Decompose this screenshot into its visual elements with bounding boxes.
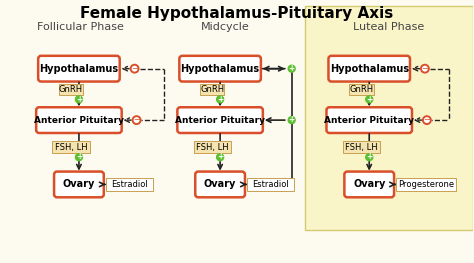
FancyBboxPatch shape <box>247 178 294 191</box>
FancyBboxPatch shape <box>54 171 104 197</box>
Circle shape <box>288 117 295 124</box>
FancyBboxPatch shape <box>36 107 122 133</box>
Text: +: + <box>217 153 223 161</box>
FancyBboxPatch shape <box>305 6 473 230</box>
Text: Estradiol: Estradiol <box>111 180 148 189</box>
Circle shape <box>217 96 224 103</box>
Text: +: + <box>289 64 295 73</box>
FancyBboxPatch shape <box>106 178 153 191</box>
Text: FSH, LH: FSH, LH <box>196 143 228 152</box>
Text: Follicular Phase: Follicular Phase <box>37 22 124 32</box>
FancyBboxPatch shape <box>177 107 263 133</box>
FancyBboxPatch shape <box>349 84 374 95</box>
FancyBboxPatch shape <box>195 171 245 197</box>
FancyBboxPatch shape <box>327 107 412 133</box>
Text: Female Hypothalamus-Pituitary Axis: Female Hypothalamus-Pituitary Axis <box>81 6 393 21</box>
Text: +: + <box>217 94 223 104</box>
Text: −: − <box>423 116 430 125</box>
FancyBboxPatch shape <box>343 141 380 153</box>
Text: Ovary: Ovary <box>63 179 95 189</box>
Text: +: + <box>366 94 373 104</box>
Text: Anterior Pituitary: Anterior Pituitary <box>175 116 265 125</box>
Text: Anterior Pituitary: Anterior Pituitary <box>324 116 414 125</box>
Text: FSH, LH: FSH, LH <box>55 143 87 152</box>
Text: Hypothalamus: Hypothalamus <box>329 64 409 74</box>
FancyBboxPatch shape <box>345 171 394 197</box>
Circle shape <box>75 154 82 161</box>
Text: Anterior Pituitary: Anterior Pituitary <box>34 116 124 125</box>
FancyBboxPatch shape <box>38 56 120 82</box>
Text: −: − <box>421 64 428 73</box>
Text: +: + <box>289 115 295 124</box>
FancyBboxPatch shape <box>193 141 231 153</box>
Text: Ovary: Ovary <box>353 179 385 189</box>
Text: −: − <box>133 116 140 125</box>
FancyBboxPatch shape <box>200 84 225 95</box>
FancyBboxPatch shape <box>179 56 261 82</box>
Circle shape <box>421 65 429 73</box>
FancyBboxPatch shape <box>59 84 83 95</box>
Text: +: + <box>76 153 82 161</box>
Circle shape <box>131 65 138 73</box>
Text: Progesterone: Progesterone <box>398 180 454 189</box>
Text: Midcycle: Midcycle <box>201 22 249 32</box>
Circle shape <box>366 154 373 161</box>
Text: +: + <box>366 153 373 161</box>
Text: Hypothalamus: Hypothalamus <box>181 64 260 74</box>
Text: +: + <box>76 94 82 104</box>
FancyBboxPatch shape <box>396 178 456 191</box>
Circle shape <box>75 96 82 103</box>
Circle shape <box>133 116 141 124</box>
Text: Ovary: Ovary <box>204 179 236 189</box>
Text: GnRH: GnRH <box>59 85 83 94</box>
Text: GnRH: GnRH <box>200 85 224 94</box>
Circle shape <box>217 154 224 161</box>
Circle shape <box>366 96 373 103</box>
Text: Hypothalamus: Hypothalamus <box>39 64 118 74</box>
Circle shape <box>423 116 431 124</box>
Text: Estradiol: Estradiol <box>252 180 289 189</box>
FancyBboxPatch shape <box>53 141 90 153</box>
Text: Luteal Phase: Luteal Phase <box>354 22 425 32</box>
Text: −: − <box>131 64 138 73</box>
Circle shape <box>288 65 295 72</box>
Text: GnRH: GnRH <box>349 85 374 94</box>
FancyBboxPatch shape <box>328 56 410 82</box>
Text: FSH, LH: FSH, LH <box>345 143 378 152</box>
